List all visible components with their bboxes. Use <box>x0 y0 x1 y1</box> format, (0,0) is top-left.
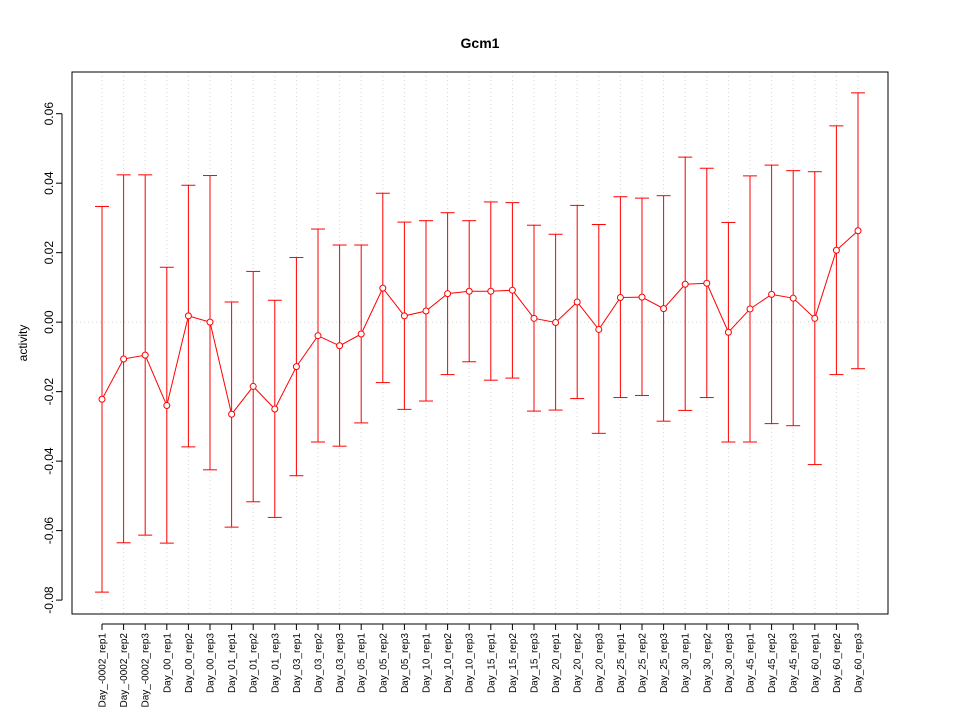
y-tick-label: 0.04 <box>42 171 56 195</box>
data-point <box>444 290 452 298</box>
x-axis: Day_-0002_rep1 Day_-0002_rep2 Day_-0002_re… <box>98 623 865 708</box>
data-point <box>746 305 754 313</box>
data-point <box>292 363 300 371</box>
x-tick-label: Day_-0002_rep1 <box>98 633 109 708</box>
x-tick-label: Day_01_rep3 <box>270 633 281 693</box>
y-tick-label: -0.08 <box>42 586 56 614</box>
x-tick-label: Day_25_rep1 <box>616 633 627 693</box>
data-point <box>768 290 776 298</box>
x-tick-label: Day_00_rep3 <box>206 633 217 693</box>
x-tick-label: Day_03_rep3 <box>335 633 346 693</box>
x-tick-label: Day_01_rep1 <box>227 633 238 693</box>
x-tick-label: Day_10_rep2 <box>443 633 454 693</box>
data-point <box>660 305 668 313</box>
data-point <box>832 246 840 254</box>
data-point <box>789 294 797 302</box>
data-point <box>422 307 430 315</box>
data-point <box>141 351 149 359</box>
data-point <box>703 279 711 287</box>
data-point <box>552 319 560 327</box>
x-tick-label: Day_15_rep1 <box>486 633 497 693</box>
y-tick-label: 0.00 <box>42 310 56 334</box>
data-point <box>465 287 473 295</box>
x-tick-label: Day_00_rep1 <box>162 633 173 693</box>
x-tick-label: Day_60_rep2 <box>832 633 843 693</box>
data-point <box>206 318 214 326</box>
x-tick-label: Day_30_rep3 <box>724 633 735 693</box>
data-point <box>120 355 128 363</box>
data-point <box>400 312 408 320</box>
data-point <box>98 395 106 403</box>
x-tick-label: Day_60_rep1 <box>810 633 821 693</box>
x-tick-label: Day_03_rep1 <box>292 633 303 693</box>
y-tick-label: 0.06 <box>42 102 56 126</box>
x-tick-label: Day_45_rep2 <box>767 633 778 693</box>
x-tick-label: Day_60_rep3 <box>854 633 865 693</box>
data-point <box>681 280 689 288</box>
x-tick-label: Day_00_rep2 <box>184 633 195 693</box>
x-tick-label: Day_05_rep3 <box>400 633 411 693</box>
data-point <box>163 402 171 410</box>
x-tick-label: Day_05_rep1 <box>357 633 368 693</box>
data-point <box>811 314 819 322</box>
data-point <box>228 410 236 418</box>
series-line <box>101 230 859 416</box>
x-tick-label: Day_-0002_rep2 <box>119 633 130 708</box>
x-tick-label: Day_45_rep1 <box>746 633 757 693</box>
chart-title: Gcm1 <box>461 35 500 51</box>
x-tick-label: Day_10_rep1 <box>422 633 433 693</box>
x-tick-label: Day_30_rep2 <box>702 633 713 693</box>
x-tick-label: Day_45_rep3 <box>789 633 800 693</box>
y-tick-label: 0.02 <box>42 241 56 265</box>
data-point <box>379 284 387 292</box>
y-tick-label: -0.06 <box>42 517 56 545</box>
x-tick-label: Day_03_rep2 <box>314 633 325 693</box>
data-point <box>487 287 495 295</box>
data-point <box>357 330 365 338</box>
data-point <box>184 312 192 320</box>
data-point <box>530 314 538 322</box>
y-axis-label: activity <box>16 325 30 362</box>
series-layer <box>95 92 865 593</box>
data-point <box>616 293 624 301</box>
x-tick-label: Day_25_rep3 <box>659 633 670 693</box>
x-tick-label: Day_01_rep2 <box>249 633 260 693</box>
y-tick-label: -0.02 <box>42 378 56 406</box>
data-point <box>573 298 581 306</box>
data-point <box>638 293 646 301</box>
x-tick-label: Day_25_rep2 <box>638 633 649 693</box>
y-tick-label: -0.04 <box>42 447 56 475</box>
data-point <box>724 328 732 336</box>
x-tick-label: Day_30_rep1 <box>681 633 692 693</box>
data-point <box>249 382 257 390</box>
x-tick-label: Day_05_rep2 <box>378 633 389 693</box>
data-point <box>314 332 322 340</box>
data-point <box>336 342 344 350</box>
x-tick-label: Day_20_rep1 <box>551 633 562 693</box>
x-tick-label: Day_20_rep2 <box>573 633 584 693</box>
data-point <box>271 405 279 413</box>
data-point <box>854 227 862 235</box>
x-tick-label: Day_15_rep3 <box>530 633 541 693</box>
x-tick-label: Day_10_rep3 <box>465 633 476 693</box>
plot-frame <box>71 71 889 615</box>
y-axis: -0.08 -0.06 -0.04 -0.02 0.00 0.02 0.04 0.06 <box>42 102 63 614</box>
x-tick-label: Day_20_rep3 <box>594 633 605 693</box>
x-tick-label: Day_-0002_rep3 <box>141 633 152 708</box>
data-point <box>508 286 516 294</box>
data-point <box>595 325 603 333</box>
x-tick-label: Day_15_rep2 <box>508 633 519 693</box>
